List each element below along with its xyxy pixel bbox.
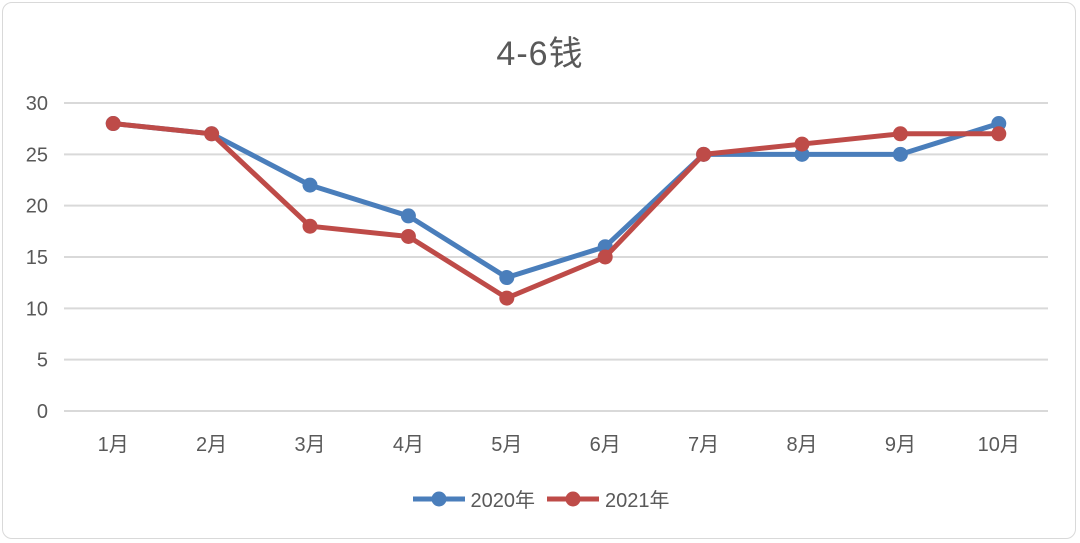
data-point — [597, 249, 613, 265]
series-group — [105, 116, 1007, 306]
x-tick-label: 1月 — [98, 434, 129, 456]
x-tick-label: 10月 — [978, 434, 1020, 456]
series-0 — [105, 116, 1007, 286]
series-line — [112, 121, 1000, 281]
y-tick-label: 20 — [26, 196, 48, 218]
x-tick-label: 9月 — [885, 434, 916, 456]
y-tick-label: 15 — [26, 247, 48, 269]
data-point — [892, 126, 908, 142]
legend-marker — [412, 491, 465, 506]
legend: 2020年 2021年 — [0, 484, 1080, 513]
data-point — [794, 136, 810, 152]
data-point — [302, 177, 318, 193]
y-tick-label: 25 — [26, 144, 48, 166]
data-point — [696, 146, 712, 162]
chart-title: 4-6钱 — [496, 35, 584, 73]
x-tick-label: 7月 — [688, 434, 719, 456]
x-tick-label: 4月 — [393, 434, 424, 456]
legend-label: 2021年 — [605, 490, 670, 512]
data-point — [400, 208, 416, 224]
x-tick-label: 3月 — [294, 434, 325, 456]
y-tick-label: 0 — [37, 401, 48, 423]
data-point — [991, 126, 1007, 142]
data-point — [499, 270, 515, 286]
y-tick-label: 10 — [26, 298, 48, 320]
data-point — [204, 126, 220, 142]
x-tick-label: 6月 — [590, 434, 621, 456]
x-tick-label: 2月 — [196, 434, 227, 456]
data-point — [400, 228, 416, 244]
y-axis-ticks: 0 5 10 15 20 25 30 — [26, 93, 48, 423]
x-axis-ticks: 1月 2月 3月 4月 5月 6月 7月 8月 9月 10月 — [98, 434, 1020, 456]
x-tick-label: 5月 — [491, 434, 522, 456]
data-point — [499, 290, 515, 306]
legend-label: 2020年 — [470, 490, 536, 512]
legend-item: 2021年 — [545, 484, 670, 513]
legend-item: 2020年 — [411, 484, 536, 513]
x-tick-label: 8月 — [786, 434, 817, 456]
data-point — [302, 218, 318, 234]
data-point — [991, 116, 1007, 132]
data-point — [794, 146, 810, 162]
y-tick-label: 30 — [26, 93, 48, 115]
series-1 — [105, 116, 1007, 306]
data-point — [105, 116, 121, 132]
series-line — [112, 121, 999, 301]
data-point — [892, 146, 908, 162]
legend-marker — [547, 491, 599, 506]
y-tick-label: 5 — [37, 350, 48, 372]
